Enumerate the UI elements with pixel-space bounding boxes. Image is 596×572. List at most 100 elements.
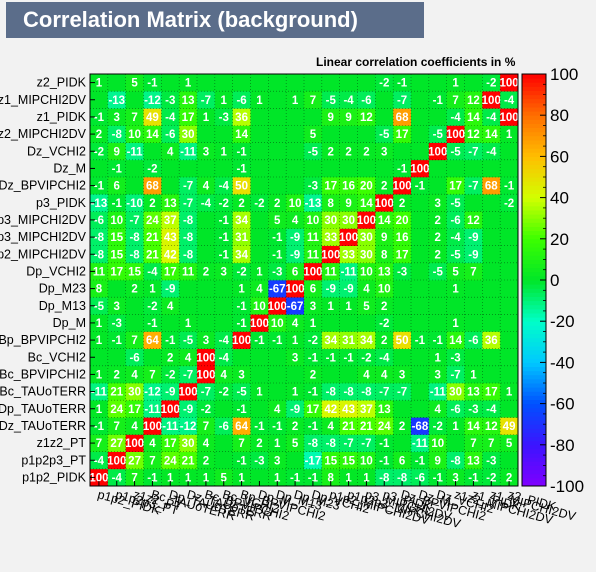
cell-value-label: -9 — [165, 284, 175, 296]
cell-value-label: 2 — [274, 198, 280, 210]
cell-value-label: 1 — [274, 472, 281, 484]
heatmap-cell — [304, 468, 323, 487]
cell-value-label: -17 — [305, 455, 322, 467]
heatmap-cell — [250, 365, 269, 384]
heatmap-cell — [179, 159, 198, 178]
heatmap-cell — [143, 91, 162, 109]
cell-value-label: -4 — [486, 146, 497, 158]
cell-value-label: 4 — [292, 215, 299, 227]
cell-value-label: -4 — [219, 181, 230, 193]
heatmap-cell — [357, 331, 376, 349]
heatmap-cell — [214, 451, 233, 470]
heatmap-cell — [179, 331, 198, 349]
heatmap-cell — [286, 434, 305, 452]
cell-value-label: 1 — [292, 95, 299, 107]
colorbar-segment — [522, 391, 546, 396]
cell-value-label: -3 — [219, 112, 229, 124]
heatmap-cell — [179, 262, 198, 281]
y-tick-label: Dz_BPVIPCHI2 — [0, 179, 86, 193]
cell-value-label: 6 — [292, 266, 298, 278]
heatmap-cell — [107, 194, 126, 212]
heatmap-cell — [143, 280, 162, 298]
cell-value-label: 10 — [289, 198, 302, 210]
cell-value-label: 2 — [167, 352, 173, 364]
colorbar-segment — [522, 168, 546, 174]
cell-value-label: 100 — [268, 301, 287, 313]
heatmap-cell — [107, 74, 126, 92]
cell-value-label: -11 — [341, 266, 358, 278]
cell-value-label: 21 — [360, 421, 373, 433]
heatmap-cell — [161, 451, 180, 470]
colorbar-tick-label: -40 — [550, 353, 575, 372]
heatmap-cell — [411, 365, 430, 384]
colorbar-segment — [522, 350, 546, 355]
heatmap-cell — [268, 125, 287, 143]
heatmap-cell — [321, 74, 340, 92]
heatmap-cell — [446, 365, 465, 384]
heatmap-cell — [161, 194, 180, 212]
cell-value-label: 3 — [203, 335, 209, 347]
cell-value-label: 1 — [274, 438, 281, 450]
cell-value-label: 2 — [203, 266, 209, 278]
heatmap-cell — [179, 74, 198, 92]
heatmap-cell — [143, 417, 162, 435]
cell-value-label: -1 — [415, 455, 426, 467]
cell-value-label: -8 — [379, 472, 390, 484]
cell-value-label: 1 — [221, 95, 228, 107]
cell-value-label: 17 — [164, 266, 177, 278]
heatmap-cell — [197, 74, 216, 92]
colorbar-segment — [522, 477, 546, 483]
heatmap-cell — [214, 314, 233, 332]
cell-value-label: 64 — [235, 421, 248, 433]
cell-value-label: 30 — [360, 249, 373, 261]
heatmap-cell — [304, 125, 323, 143]
cell-value-label: 7 — [131, 112, 137, 124]
heatmap-cell — [375, 142, 394, 161]
heatmap-cell — [393, 194, 412, 212]
heatmap-cell — [464, 383, 483, 401]
cell-value-label: 42 — [164, 249, 177, 261]
heatmap-cell — [125, 177, 144, 195]
heatmap-cell — [357, 400, 376, 418]
heatmap-cell — [286, 280, 305, 298]
cell-value-label: 68 — [485, 181, 498, 193]
heatmap-cell — [107, 297, 126, 315]
heatmap-cell — [125, 417, 144, 435]
heatmap-cell — [500, 434, 519, 452]
colorbar-segment — [522, 440, 546, 446]
cell-value-label: 1 — [256, 95, 263, 107]
cell-value-label: 1 — [149, 284, 156, 296]
heatmap-cell — [125, 331, 144, 349]
cell-value-label: -1 — [272, 249, 283, 261]
heatmap-cell — [375, 177, 394, 195]
cell-value-label: -4 — [112, 472, 123, 484]
heatmap-cell — [161, 228, 180, 246]
colorbar-segment — [522, 284, 546, 289]
heatmap-cell — [321, 91, 340, 109]
heatmap-cell — [143, 194, 162, 212]
cell-value-label: 4 — [363, 369, 370, 381]
y-tick-label: p1p2_PIDK — [22, 470, 87, 484]
colorbar-tick-label: 100 — [550, 65, 578, 84]
heatmap-cell — [464, 125, 483, 143]
colorbar-segment — [522, 292, 546, 297]
cell-value-label: 43 — [342, 404, 355, 416]
heatmap-cell — [482, 177, 501, 195]
heatmap-cell — [411, 314, 430, 332]
cell-value-label: 17 — [128, 404, 141, 416]
heatmap-cell — [197, 228, 216, 246]
heatmap-cell — [339, 177, 358, 195]
plot-frame — [89, 73, 519, 487]
heatmap-cell — [197, 297, 216, 315]
heatmap-cell — [179, 314, 198, 332]
cell-value-label: -5 — [450, 198, 461, 210]
heatmap-cell — [90, 108, 109, 126]
cell-value-label: -8 — [326, 387, 337, 399]
colorbar-segment — [522, 469, 546, 475]
cell-value-label: 7 — [114, 421, 120, 433]
heatmap-cell — [90, 177, 109, 195]
heatmap-cell — [482, 211, 501, 229]
heatmap-cell — [268, 400, 287, 418]
heatmap-cell — [179, 228, 198, 246]
cell-value-label: 4 — [203, 181, 210, 193]
